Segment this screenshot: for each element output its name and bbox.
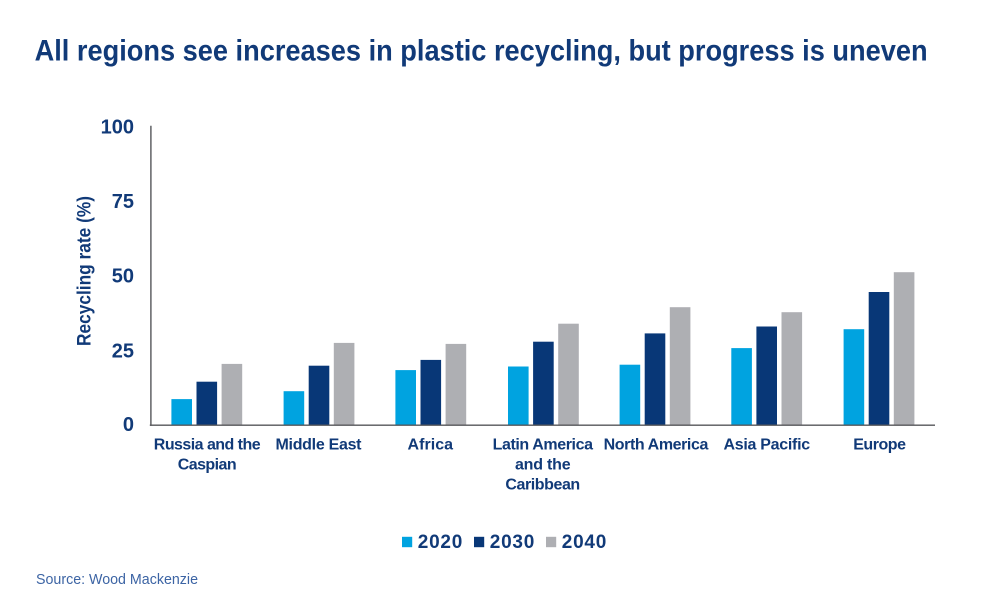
- svg-text:Europe: Europe: [853, 437, 906, 454]
- svg-text:Latin America: Latin America: [493, 437, 593, 454]
- svg-text:Asia Pacific: Asia Pacific: [723, 437, 810, 454]
- svg-text:Russia and the: Russia and the: [154, 437, 261, 454]
- svg-text:100: 100: [101, 116, 134, 138]
- svg-text:25: 25: [112, 340, 134, 362]
- svg-text:North America: North America: [604, 437, 709, 454]
- svg-text:Africa: Africa: [408, 437, 454, 454]
- svg-text:Source: Wood Mackenzie: Source: Wood Mackenzie: [36, 571, 198, 588]
- svg-text:50: 50: [112, 266, 134, 288]
- svg-text:Recycling rate (%): Recycling rate (%): [74, 196, 95, 346]
- svg-text:Middle East: Middle East: [276, 437, 363, 454]
- svg-text:Caribbean: Caribbean: [505, 477, 580, 494]
- svg-text:All regions see increases in p: All regions see increases in plastic rec…: [35, 35, 928, 68]
- svg-text:2040: 2040: [562, 532, 607, 553]
- svg-text:0: 0: [123, 414, 134, 436]
- svg-text:Caspian: Caspian: [178, 457, 237, 474]
- svg-text:2030: 2030: [490, 532, 535, 553]
- svg-text:and the: and the: [515, 457, 571, 474]
- svg-text:2020: 2020: [418, 532, 463, 553]
- svg-text:75: 75: [112, 191, 134, 213]
